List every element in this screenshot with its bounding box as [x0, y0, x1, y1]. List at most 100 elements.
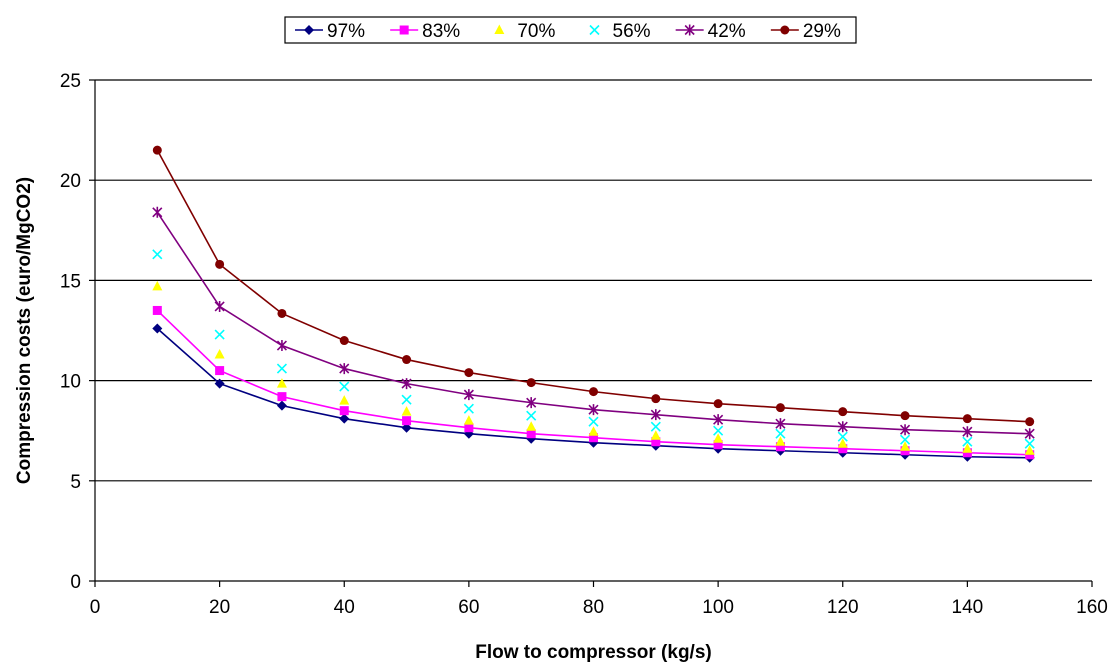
legend-item-29pct: 29% — [770, 21, 841, 42]
data-point — [152, 323, 163, 334]
legend-item-97pct: 97% — [295, 21, 365, 42]
legend-item-83pct: 83% — [390, 21, 460, 42]
data-point — [899, 434, 911, 445]
data-point — [526, 378, 536, 388]
data-point — [152, 280, 163, 291]
y-tick-label: 5 — [70, 472, 81, 493]
data-point — [713, 399, 723, 409]
tick-labels: 0 5 10 15 20 25 0 20 40 60 80 100 120 140 160 — [60, 71, 1108, 618]
data-point — [463, 389, 474, 401]
series-29pct — [152, 145, 1035, 427]
y-tick-label: 25 — [60, 71, 81, 92]
data-point — [214, 349, 225, 359]
data-point — [899, 424, 911, 436]
data-point — [1025, 450, 1035, 460]
data-point — [1024, 438, 1035, 449]
data-point — [838, 444, 848, 454]
data-point — [837, 431, 848, 442]
data-point — [401, 406, 412, 416]
data-point — [838, 407, 848, 417]
legend-label: 42% — [708, 21, 746, 42]
x-tick-label: 80 — [583, 597, 604, 618]
data-point — [775, 403, 785, 413]
data-point — [152, 145, 162, 155]
data-point — [339, 381, 350, 392]
data-point — [276, 340, 288, 352]
data-point — [900, 446, 910, 456]
data-point — [962, 443, 973, 453]
data-point — [152, 249, 163, 260]
data-point — [215, 259, 225, 269]
legend-item-70pct: 70% — [494, 21, 555, 42]
data-point — [900, 411, 910, 421]
legend-item-56pct: 56% — [589, 21, 651, 42]
series-56pct — [152, 249, 1035, 449]
axes — [89, 79, 1093, 587]
data-point — [962, 448, 972, 458]
data-point — [463, 403, 474, 414]
data-point — [463, 415, 474, 425]
legend: 97% 83% 70% 56% 42% 29% — [284, 16, 857, 44]
x-tick-label: 120 — [827, 597, 859, 618]
data-point — [401, 422, 412, 433]
x-axis-title: Flow to compressor (kg/s) — [475, 642, 711, 663]
data-point — [526, 397, 537, 409]
x-tick-label: 0 — [90, 597, 101, 618]
legend-marker — [494, 24, 505, 34]
series-70pct — [152, 280, 1035, 455]
data-point — [277, 308, 287, 318]
legend-marker — [304, 25, 314, 35]
legend-label: 56% — [613, 21, 651, 42]
data-point — [589, 433, 598, 443]
data-point — [402, 416, 412, 426]
data-point — [402, 355, 412, 365]
data-point — [526, 421, 537, 431]
data-point — [277, 392, 287, 402]
data-point — [339, 395, 350, 405]
y-tick-label: 0 — [70, 572, 81, 593]
data-point — [276, 363, 288, 374]
data-point — [526, 429, 536, 439]
data-point — [713, 414, 724, 426]
data-point — [1024, 428, 1035, 440]
data-point — [588, 404, 599, 416]
data-point — [276, 378, 287, 388]
x-tick-label: 60 — [458, 597, 479, 618]
data-point — [589, 387, 598, 397]
data-point — [339, 406, 349, 416]
x-tick-label: 160 — [1076, 597, 1108, 618]
y-tick-label: 10 — [60, 372, 81, 393]
data-point — [401, 394, 412, 405]
legend-marker — [780, 25, 790, 35]
data-point — [651, 394, 661, 404]
data-point — [962, 414, 972, 424]
data-point — [837, 438, 848, 448]
data-point — [526, 410, 537, 421]
legend-label: 83% — [422, 21, 460, 42]
data-point — [1024, 445, 1035, 455]
legend-item-42pct: 42% — [675, 21, 746, 42]
data-point — [339, 413, 350, 424]
data-point — [214, 329, 225, 340]
data-point — [713, 425, 724, 436]
data-point — [339, 336, 349, 346]
legend-label: 29% — [803, 21, 841, 42]
data-point — [962, 426, 973, 438]
legend-marker — [589, 24, 600, 36]
data-point — [588, 426, 599, 436]
y-tick-label: 15 — [60, 271, 81, 292]
x-tick-label: 100 — [702, 597, 734, 618]
x-tick-label: 20 — [209, 597, 230, 618]
data-point — [1025, 417, 1035, 427]
data-point — [962, 436, 973, 447]
series-83pct — [152, 305, 1035, 460]
data-point — [775, 442, 785, 452]
data-point — [588, 416, 599, 427]
legend-label: 97% — [327, 21, 365, 42]
data-point — [775, 436, 786, 446]
data-point — [215, 366, 225, 376]
data-point — [339, 363, 350, 375]
data-point — [214, 300, 225, 312]
data-point — [650, 409, 661, 421]
